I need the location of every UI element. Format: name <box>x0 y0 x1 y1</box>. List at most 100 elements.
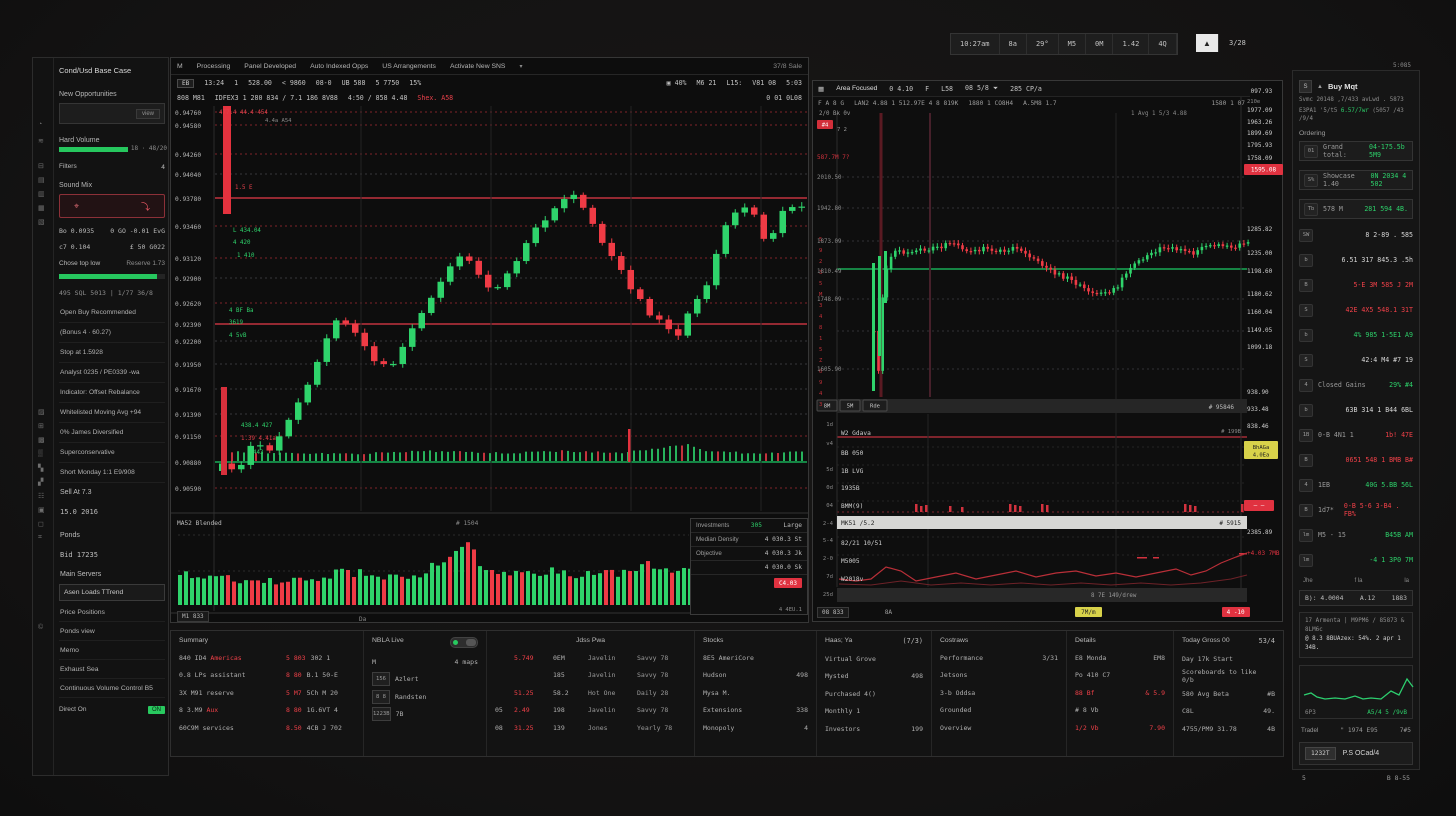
order-row[interactable]: Tb 578 M 281 594 4B. <box>1299 199 1413 219</box>
order-row[interactable]: S 42E 4X5 548.1 31T <box>1299 303 1413 317</box>
heavy-row[interactable]: Mysted 498 <box>825 672 923 681</box>
order-row[interactable]: B 0651 548 1 BMB B# <box>1299 453 1413 467</box>
symbol-icon[interactable]: S <box>1299 80 1312 93</box>
summary-row[interactable]: 840 ID4 Americas 5 803 302 1 <box>179 653 331 662</box>
symbol-badge[interactable]: EB <box>177 78 195 88</box>
heavy-row[interactable]: Monthly 1 <box>825 707 861 716</box>
order-row[interactable]: SW 8 2-89 . 585 <box>1299 228 1413 242</box>
ponds-label[interactable]: Ponds <box>60 532 80 539</box>
order-row[interactable]: 4 Closed Gains 29% #4 <box>1299 378 1413 392</box>
rail-tool-icon[interactable]: ▞ <box>38 479 44 486</box>
rail-tool-icon[interactable]: ⌗ <box>38 534 42 541</box>
bottombar-yellow-badge[interactable]: 7M/m <box>1075 607 1102 617</box>
input-view-button[interactable]: view <box>135 108 160 119</box>
strategy-list-item[interactable]: Open Buy Recommended <box>59 303 165 323</box>
order-row[interactable]: b 63B 314 1 B44 6BL <box>1299 403 1413 417</box>
today-gross-row[interactable]: Scoreboards to like 0/b <box>1182 668 1257 685</box>
menubar-item[interactable]: Panel Developed <box>244 62 297 70</box>
heavy-row[interactable]: Investors 199 <box>825 724 923 733</box>
bottombar-red-badge[interactable]: 4 -10 <box>1221 607 1250 617</box>
tool-row[interactable]: 1223B 7B <box>372 706 478 724</box>
direct-on-row[interactable]: Direct On ON <box>59 706 165 714</box>
order-row[interactable]: b 6.51 317 845.3 .5h <box>1299 253 1413 267</box>
strategy-list-item[interactable]: Whitelisted Moving Avg +94 <box>59 403 165 423</box>
grade-button[interactable]: 1232T <box>1305 747 1336 760</box>
costraws-row[interactable]: Performance 3/31 <box>940 653 1058 662</box>
order-row[interactable]: lm -4 1 3P0 7M <box>1299 553 1413 567</box>
stocks-row[interactable]: Mysa M. <box>703 688 731 697</box>
menubar-item[interactable]: US Arrangements <box>382 62 436 70</box>
tool-row[interactable]: 156 Azlert <box>372 671 478 689</box>
asks-row[interactable]: 51.25 58.2 Hot One Daily 28 <box>514 688 669 697</box>
details-row[interactable]: 1/2 Vb 7.90 <box>1075 723 1165 732</box>
taskbar-item[interactable]: M5 <box>1059 34 1087 54</box>
menubar-right-label[interactable]: 37/8 Sale <box>773 62 802 70</box>
menubar-item[interactable]: Activate New SNS <box>449 62 506 70</box>
grid-icon[interactable]: ▦ <box>818 85 825 93</box>
details-row[interactable]: 88 Bf & 5.9 <box>1075 688 1165 697</box>
rail-tool-icon[interactable]: ▥ <box>38 191 45 198</box>
chevron-down-icon[interactable]: ▾ <box>519 63 523 70</box>
taskbar-item[interactable]: 0M <box>1086 34 1114 54</box>
costraws-row[interactable]: Jetsons <box>940 671 968 680</box>
sidebar-menu-item[interactable]: Ponds view <box>59 622 165 641</box>
taskbar-item[interactable]: 10:27am <box>951 34 1000 54</box>
sidebar-menu-item[interactable]: Price Positions <box>59 603 165 622</box>
today-gross-row[interactable]: C8L 49. <box>1182 707 1275 716</box>
rail-tool-icon[interactable]: ▧ <box>38 219 45 226</box>
tool-row[interactable]: 8 8 Randsten <box>372 688 478 706</box>
main-servers-label[interactable]: Main Servers <box>60 571 102 578</box>
details-row[interactable]: E8 Monda EM8 <box>1075 653 1165 662</box>
taskbar-item[interactable]: 1.42 <box>1113 34 1150 54</box>
rail-tool-icon[interactable]: ◻ <box>38 521 44 528</box>
rail-tool-icon[interactable]: ☷ <box>38 493 45 500</box>
today-gross-row[interactable]: Day 17k Start 4S <box>1182 654 1233 663</box>
rail-tool-icon[interactable]: ◔ <box>38 121 43 128</box>
order-row[interactable]: 1B 0-B 4N1 1 1b! 47E <box>1299 428 1413 442</box>
taskbar-arrow-button[interactable]: ▲ <box>1196 34 1219 52</box>
order-row[interactable]: lm M5 - 15 B45B AM <box>1299 528 1413 542</box>
rail-tool-icon[interactable]: ⊞ <box>38 423 44 430</box>
summary-row[interactable]: 8 3.M9 Aux 8 80 1G.6VT 4 <box>179 706 338 715</box>
sidebar-menu-item[interactable]: Continuous Volume Control B5 <box>59 679 165 698</box>
rail-tool-icon[interactable]: ▦ <box>38 205 45 212</box>
asks-row[interactable]: 5.749 0EM Javelin Savvy 78 <box>514 653 669 662</box>
strategy-list-item[interactable]: Indicator: Offset Rebalance <box>59 383 165 403</box>
menubar-item[interactable]: Auto Indexed Opps <box>310 62 369 70</box>
summary-row[interactable]: 60C9M services 8.50 4CB J 702 <box>179 723 342 732</box>
taskbar-item[interactable]: 29° <box>1027 34 1059 54</box>
sidebar-menu-item[interactable]: Exhaust Sea <box>59 660 165 679</box>
order-row[interactable]: S% Showcase 1.40 0N 2034 4 502 <box>1299 170 1413 190</box>
order-direction-box[interactable]: ⌖ ⤵ <box>59 194 165 218</box>
order-row[interactable]: S 42:4 M4 #7 19 <box>1299 353 1413 367</box>
summary-row[interactable]: 3X M91 reserve 5 M7 5Ch M 20 <box>179 688 338 697</box>
summary-row[interactable]: 0.8 LPs assistant 8 80 B.1 50-E <box>179 671 338 680</box>
asks-row[interactable]: 08 31.25 139 Jones Yearly 78 <box>495 723 673 732</box>
main-price-chart[interactable]: 0.94760 0.94580 0.94260 0.94040 0.93780 0.934… <box>171 106 808 622</box>
taskbar-item[interactable]: 4Q <box>1149 34 1177 54</box>
rail-tool-icon[interactable]: ▩ <box>38 437 45 444</box>
live-toggle[interactable] <box>450 637 478 648</box>
rail-tool-icon[interactable]: ▨ <box>38 409 45 416</box>
timeframe-box[interactable]: 08 833 <box>817 606 849 618</box>
buy-tool-icon[interactable]: ⌖ <box>74 200 80 211</box>
rail-tool-icon[interactable]: © <box>38 624 44 631</box>
strategy-list-item[interactable]: Short Monday 1:1 E9/908 <box>59 463 165 483</box>
timeframe-badge[interactable]: M1 833 <box>177 611 209 622</box>
rail-tool-icon[interactable]: ▣ <box>38 507 45 514</box>
details-row[interactable]: # 8 Vb <box>1075 706 1099 715</box>
asset-loader-input[interactable]: Asen Loads TTrend <box>59 584 165 601</box>
asks-row[interactable]: 185 Javelin Savvy 78 <box>553 671 669 680</box>
strategy-list-item[interactable]: Stop at 1.5928 <box>59 343 165 363</box>
costraws-row[interactable]: Overview <box>940 723 972 732</box>
rail-tool-icon[interactable]: ▚ <box>38 465 44 472</box>
heavy-row[interactable]: Virtual Grove <box>825 654 876 663</box>
rail-tool-icon[interactable]: ▤ <box>38 177 45 184</box>
rail-tool-icon[interactable]: ≋ <box>38 138 44 145</box>
stocks-row[interactable]: Extensions ▂▄▁▆ 338 <box>703 706 808 715</box>
asks-row[interactable]: 05 2.49 198 Javelin Savvy 78 <box>495 706 669 715</box>
order-row[interactable]: 4 1EB 40G 5.BB 56L <box>1299 478 1413 492</box>
menubar-item[interactable]: M <box>177 62 183 70</box>
taskbar-item[interactable]: 8a <box>1000 34 1027 54</box>
